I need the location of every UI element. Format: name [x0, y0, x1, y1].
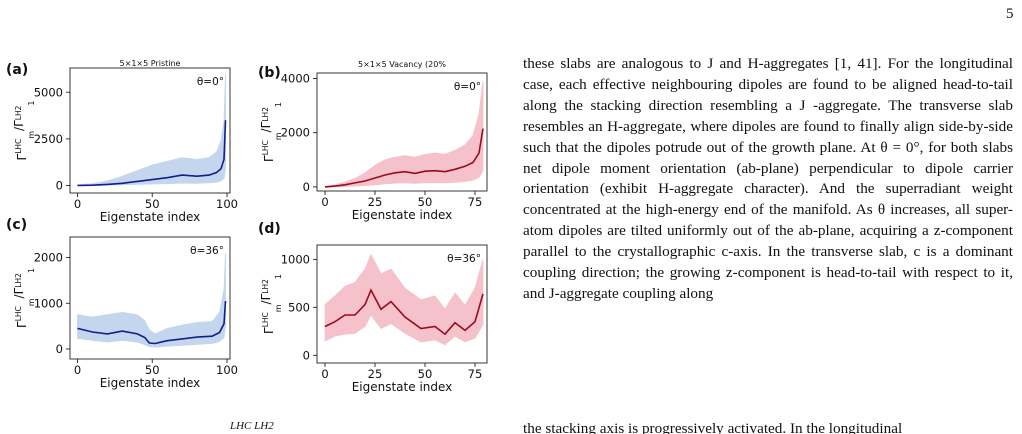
y-tick-label: 500: [288, 300, 310, 314]
y-axis-label: ΓLHCm/ΓLH21: [12, 101, 36, 161]
y-tick-label: 4000: [281, 71, 310, 85]
y-tick-label: 0: [303, 348, 310, 362]
uncertainty-band-a: [77, 73, 226, 186]
x-axis-label: Eigenstate index: [100, 210, 201, 224]
y-tick-label: 1000: [281, 252, 310, 266]
y-tick-label: 1000: [34, 296, 63, 310]
chart-panel-b: 0 25 50 75 0 2000 4000 Eigenstate index ΓLHCm/ΓL…: [255, 58, 495, 233]
y-axis-label: ΓLHCm/ΓLH21: [259, 274, 283, 334]
uncertainty-band-d: [324, 253, 484, 346]
x-tick-label: 50: [145, 363, 160, 377]
series-line-a: [77, 120, 227, 187]
y-tick-label: 0: [303, 180, 310, 194]
axes-frame-b: [316, 72, 488, 192]
panel-d-letter: (d): [258, 221, 281, 237]
x-axis-label: Eigenstate index: [352, 380, 453, 394]
y-axis-label: ΓLHCm/ΓLH21: [12, 268, 36, 328]
x-tick-label: 75: [468, 195, 483, 209]
series-line-b: [324, 128, 484, 188]
series-line-c: [77, 300, 227, 345]
chart-panel-a: 0 50 100 0 2500 5000 Eigenstate index ΓLHCm/ΓLH…: [0, 58, 240, 224]
x-tick-label: 100: [216, 363, 238, 377]
y-tick-label: 0: [56, 342, 63, 356]
body-paragraph: these slabs are analogous to J and H-agg…: [523, 55, 1013, 302]
chart-title: 5×1×5 Vacancy (20%: [358, 60, 446, 69]
chart-b-svg: 0 25 50 75 0 2000 4000 Eigenstate index ΓLHCm/ΓL…: [259, 60, 488, 222]
panel-c-letter: (c): [6, 217, 28, 233]
x-tick-label: 100: [216, 197, 238, 211]
body-cut-line: the stacking axis is progressively activ…: [523, 420, 903, 434]
uncertainty-band-b: [324, 81, 484, 188]
x-tick-label: 25: [368, 367, 383, 381]
figure-caption-fragment: LHC LH2: [230, 420, 274, 432]
figure: (a) (b) (c) (d) 0 50 100 0 2500 5000 Eigenstat…: [0, 0, 500, 432]
y-tick-label: 5000: [34, 85, 63, 99]
page-number: 5: [1006, 6, 1014, 22]
x-axis-label: Eigenstate index: [100, 376, 201, 390]
chart-panel-c: 0 50 100 0 1000 2000 Eigenstate index ΓLHCm/ΓLH…: [0, 225, 240, 395]
axes-frame-a: [69, 67, 231, 194]
y-tick-label: 0: [56, 179, 63, 193]
panel-a-letter: (a): [6, 62, 29, 78]
chart-a-svg: 0 50 100 0 2500 5000 Eigenstate index ΓLHCm/ΓLH…: [12, 59, 238, 224]
x-tick-label: 50: [145, 197, 160, 211]
x-tick-label: 50: [418, 367, 433, 381]
y-tick-label: 2000: [34, 251, 63, 265]
chart-panel-d: 0 25 50 75 0 500 1000 Eigenstate index ΓLHCm/ΓLH…: [255, 235, 495, 400]
x-tick-label: 50: [418, 195, 433, 209]
x-axis-label: Eigenstate index: [352, 208, 453, 222]
series-line-d: [324, 288, 484, 336]
y-tick-label: 2000: [281, 126, 310, 140]
x-tick-label: 0: [74, 197, 81, 211]
chart-title: 5×1×5 Pristine: [120, 59, 181, 68]
x-tick-label: 0: [74, 363, 81, 377]
x-tick-label: 0: [321, 195, 328, 209]
x-tick-label: 25: [368, 195, 383, 209]
x-tick-label: 0: [321, 367, 328, 381]
body-text-column: these slabs are analogous to J and H-agg…: [523, 54, 1013, 305]
axes-frame-d: [316, 244, 488, 364]
chart-d-svg: 0 25 50 75 0 500 1000 Eigenstate index ΓLHCm/ΓLH…: [259, 244, 488, 394]
axes-frame-c: [69, 236, 231, 360]
angle-annotation: θ=36°: [190, 245, 224, 257]
angle-annotation: θ=0°: [454, 81, 481, 93]
angle-annotation: θ=0°: [197, 76, 224, 88]
x-tick-label: 75: [468, 367, 483, 381]
y-axis-label: ΓLHCm/ΓLH21: [259, 102, 283, 162]
panel-b-letter: (b): [258, 65, 281, 81]
uncertainty-band-c: [77, 252, 226, 348]
angle-annotation: θ=36°: [447, 253, 481, 265]
y-tick-label: 2500: [34, 132, 63, 146]
